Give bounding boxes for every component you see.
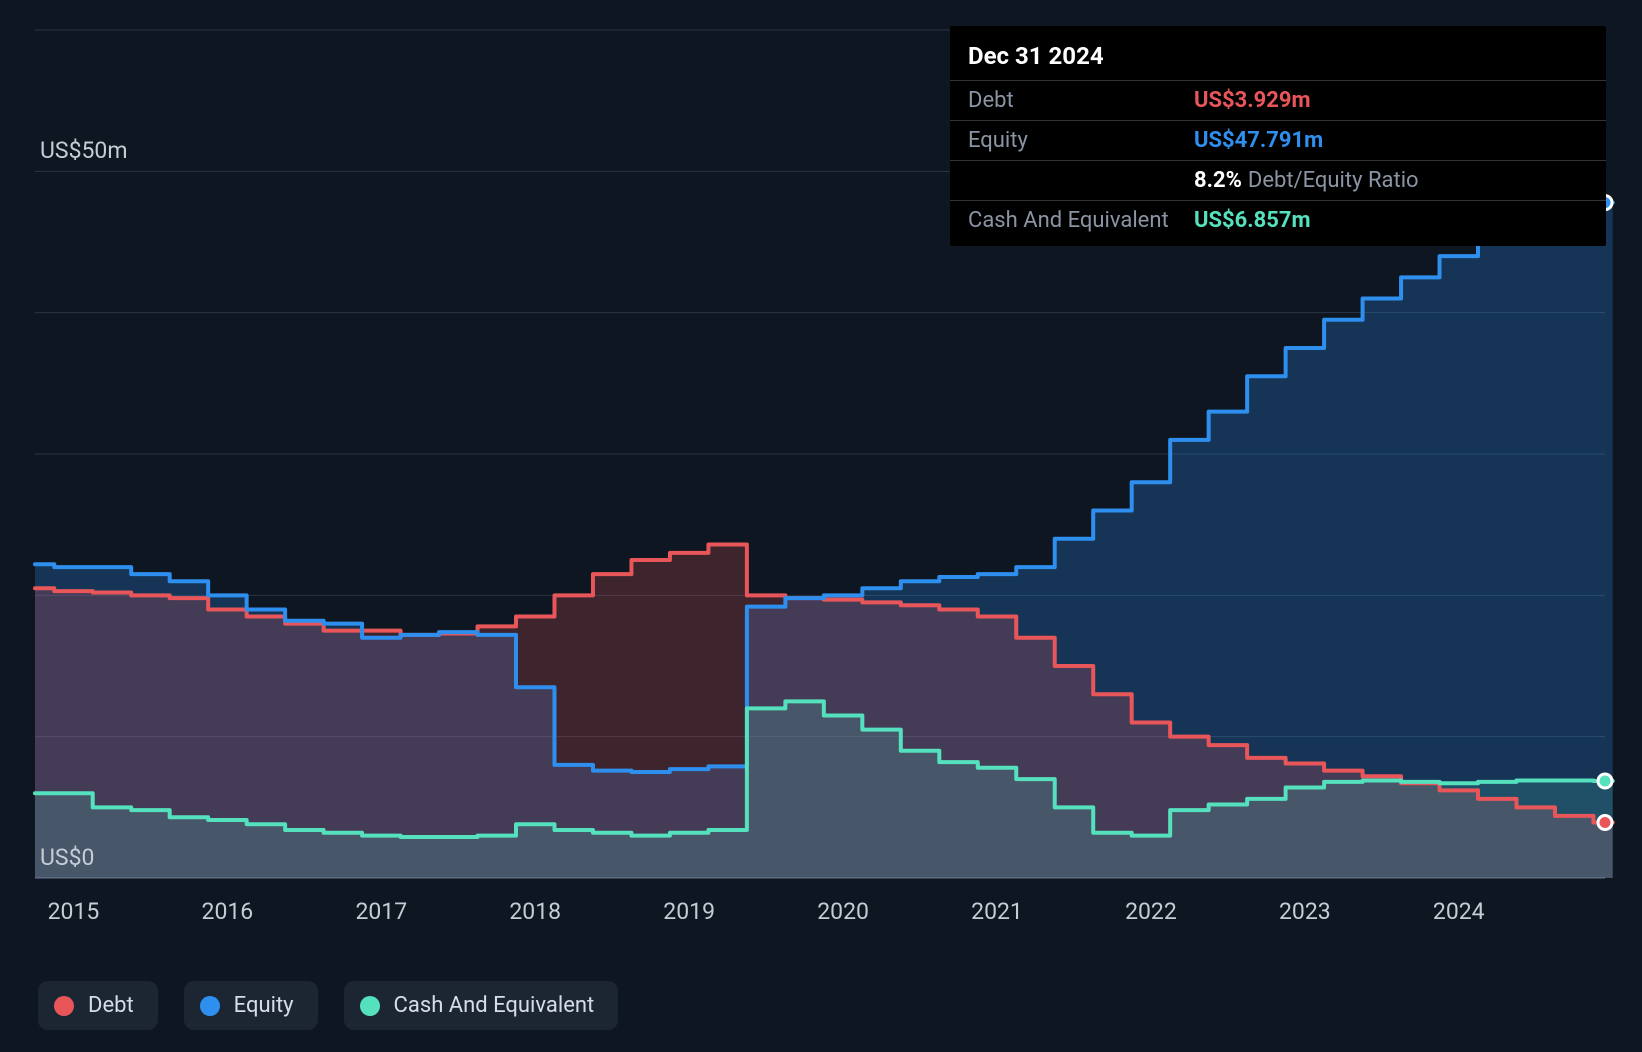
tooltip-row-cash: Cash And Equivalent US$6.857m — [950, 200, 1606, 240]
x-axis-tick-label: 2015 — [48, 898, 100, 925]
tooltip-value: US$6.857m — [1194, 208, 1311, 233]
x-axis-tick-label: 2017 — [355, 898, 407, 925]
legend-label: Equity — [234, 993, 294, 1018]
legend-dot-icon — [200, 996, 220, 1016]
tooltip-label: Debt — [968, 88, 1194, 113]
tooltip-ratio-label: Debt/Equity Ratio — [1248, 168, 1419, 193]
x-axis-tick-label: 2022 — [1125, 898, 1177, 925]
tooltip-value: US$3.929m — [1194, 88, 1311, 113]
tooltip-date: Dec 31 2024 — [950, 36, 1606, 80]
legend-label: Cash And Equivalent — [394, 993, 595, 1018]
legend-dot-icon — [54, 996, 74, 1016]
y-axis-tick-label: US$50m — [40, 137, 128, 164]
legend-dot-icon — [360, 996, 380, 1016]
legend-item-cash[interactable]: Cash And Equivalent — [344, 981, 619, 1030]
tooltip-value: US$47.791m — [1194, 128, 1323, 153]
x-axis-tick-label: 2016 — [202, 898, 254, 925]
financials-chart: US$0 US$50m 2015 2016 2017 2018 2019 2020 2021 2… — [0, 0, 1642, 1052]
chart-legend: Debt Equity Cash And Equivalent — [38, 981, 618, 1030]
chart-tooltip: Dec 31 2024 Debt US$3.929m Equity US$47.… — [950, 26, 1606, 246]
tooltip-label: Equity — [968, 128, 1194, 153]
x-axis-tick-label: 2018 — [509, 898, 561, 925]
legend-label: Debt — [88, 993, 134, 1018]
x-axis-tick-label: 2023 — [1279, 898, 1331, 925]
tooltip-row-ratio: 8.2% Debt/Equity Ratio — [950, 160, 1606, 200]
tooltip-row-debt: Debt US$3.929m — [950, 80, 1606, 120]
legend-item-debt[interactable]: Debt — [38, 981, 158, 1030]
x-axis-tick-label: 2024 — [1433, 898, 1485, 925]
x-axis-tick-label: 2020 — [817, 898, 869, 925]
legend-item-equity[interactable]: Equity — [184, 981, 318, 1030]
x-axis-tick-label: 2019 — [663, 898, 715, 925]
y-axis-tick-label: US$0 — [40, 844, 94, 871]
tooltip-label: Cash And Equivalent — [968, 208, 1194, 233]
tooltip-row-equity: Equity US$47.791m — [950, 120, 1606, 160]
x-axis-tick-label: 2021 — [971, 898, 1023, 925]
tooltip-ratio-pct: 8.2% — [1194, 168, 1242, 193]
